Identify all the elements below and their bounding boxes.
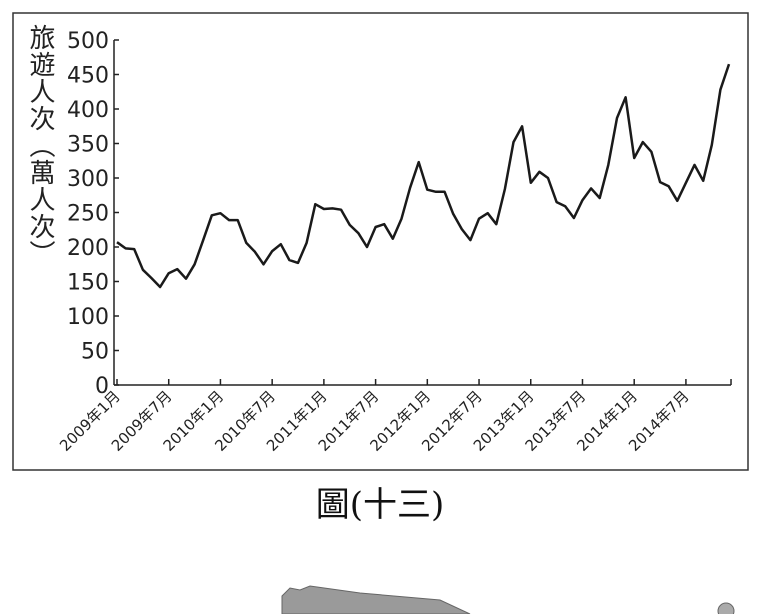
map-dot <box>717 602 735 614</box>
chart-frame <box>12 12 749 471</box>
y-tick-label: 500 <box>67 29 109 54</box>
y-tick-label: 300 <box>67 167 109 192</box>
y-tick-label: 400 <box>67 98 109 123</box>
y-tick-label: 450 <box>67 64 109 89</box>
y-tick-label: 350 <box>67 133 109 158</box>
caption: 圖(十三) <box>316 485 445 525</box>
y-tick-label: 200 <box>67 236 109 261</box>
y-tick-label: 100 <box>67 305 109 330</box>
data-line <box>116 63 731 289</box>
map-fragment <box>281 585 471 614</box>
y-tick-label: 0 <box>95 374 109 399</box>
y-axis-label: 旅遊人次（萬人次） <box>25 24 55 267</box>
y-tick-label: 50 <box>81 340 109 365</box>
y-tick-label: 250 <box>67 202 109 227</box>
y-tick-label: 150 <box>67 271 109 296</box>
